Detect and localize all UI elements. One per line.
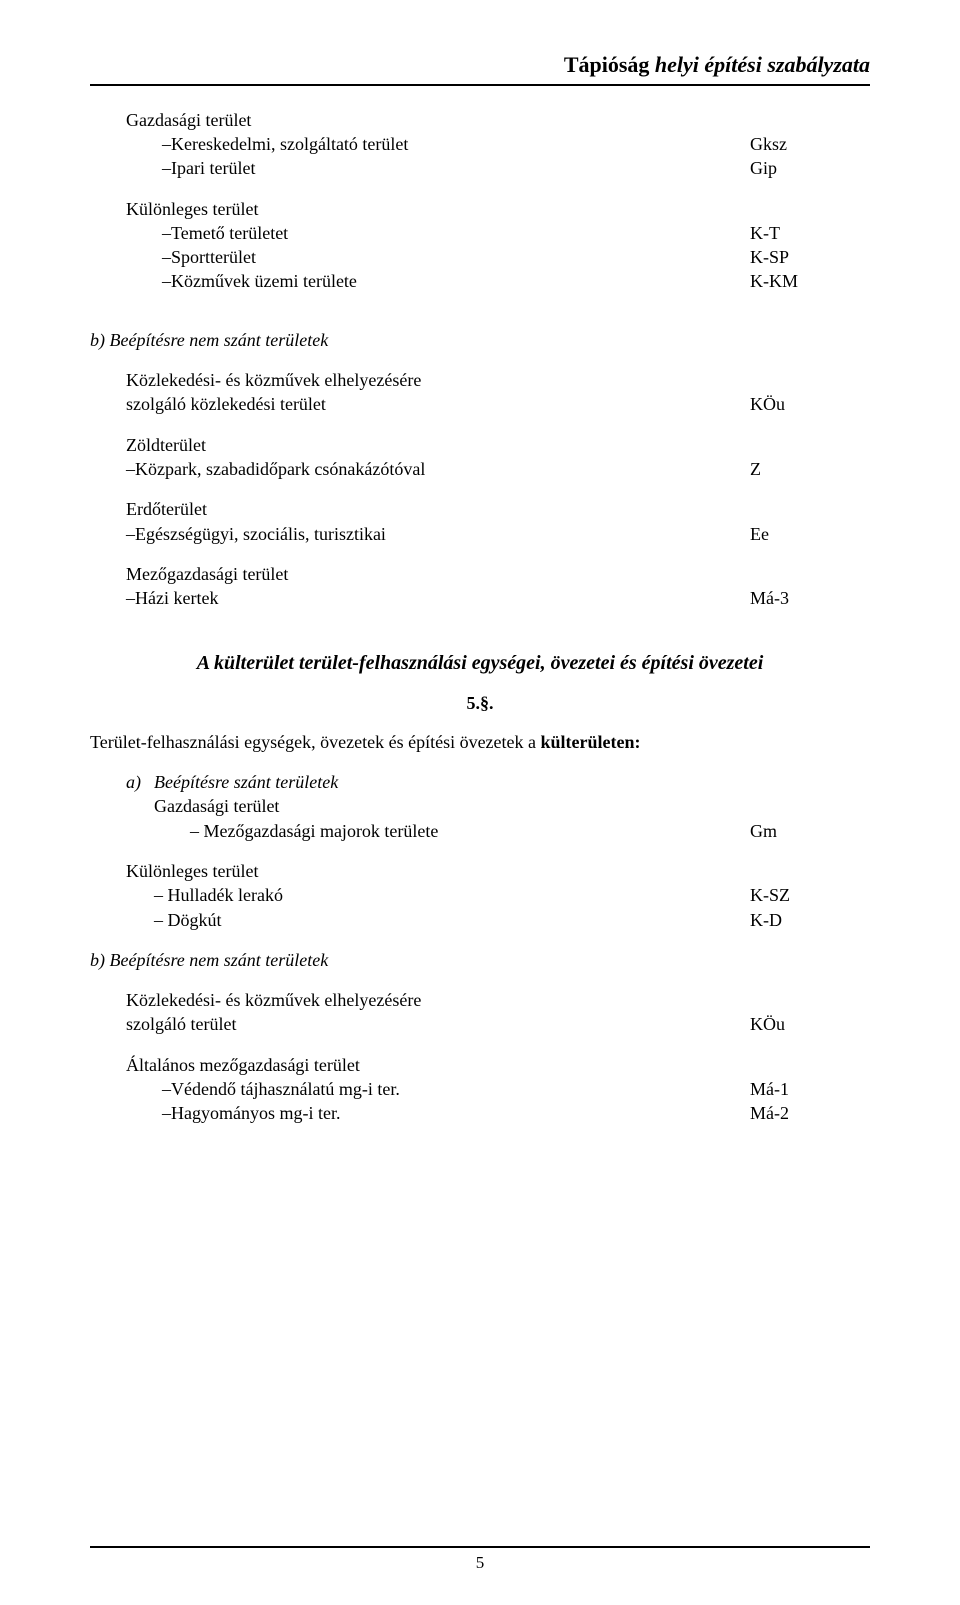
kozl-line1: Közlekedési- és közművek elhelyezésére — [90, 368, 870, 392]
list-a: a) Beépítésre szánt területek Gazdasági … — [90, 770, 870, 843]
label-dogkut: – Dögkút — [154, 908, 750, 932]
code-majorok: Gm — [750, 819, 870, 843]
code-ipari: Gip — [750, 156, 870, 180]
intro-bold: külterületen: — [541, 732, 641, 752]
label-egeszseg: –Egészségügyi, szociális, turisztikai — [126, 522, 750, 546]
row-hulladek: – Hulladék lerakó K-SZ — [90, 883, 870, 907]
row-kozmuvek: –Közművek üzemi területe K-KM — [90, 269, 870, 293]
marker-a: a) — [126, 770, 154, 794]
code-kereskedelmi: Gksz — [750, 132, 870, 156]
zold-heading: Zöldterület — [90, 433, 870, 457]
row-hagyom: –Hagyományos mg-i ter. Má-2 — [90, 1101, 870, 1125]
row-sport: –Sportterület K-SP — [90, 245, 870, 269]
label-gazd: Gazdasági terület — [154, 794, 279, 818]
code-dogkut: K-D — [750, 908, 870, 932]
code-sport: K-SP — [750, 245, 870, 269]
code-egeszseg: Ee — [750, 522, 870, 546]
list-a-gazd: Gazdasági terület — [126, 794, 870, 818]
label-vedendo: –Védendő tájhasználatú mg-i ter. — [162, 1077, 750, 1101]
code-vedendo: Má-1 — [750, 1077, 870, 1101]
code-temeto: K-T — [750, 221, 870, 245]
row-ipari: –Ipari terület Gip — [90, 156, 870, 180]
row-majorok: – Mezőgazdasági majorok területe Gm — [126, 819, 870, 843]
list-b-title: b) Beépítésre nem szánt területek — [90, 948, 870, 972]
row-kereskedelmi: –Kereskedelmi, szolgáltató terület Gksz — [90, 132, 870, 156]
footer: 5 — [90, 1546, 870, 1575]
page: Tápióság helyi építési szabályzata Gazda… — [0, 0, 960, 1605]
gazdasagi-heading: Gazdasági terület — [90, 108, 870, 132]
label-hazi: –Házi kertek — [126, 586, 750, 610]
header-rule — [90, 84, 870, 86]
kulterulet-heading: A külterület terület-felhasználási egysé… — [90, 650, 870, 677]
erdo-heading: Erdőterület — [90, 497, 870, 521]
row-kozl-b2: szolgáló terület KÖu — [90, 1012, 870, 1036]
label-temeto: –Temető területet — [162, 221, 750, 245]
label-ipari: –Ipari terület — [162, 156, 750, 180]
label-kozpark: –Közpark, szabadidőpark csónakázótóval — [126, 457, 750, 481]
row-egeszseg: –Egészségügyi, szociális, turisztikai Ee — [90, 522, 870, 546]
row-kozl2: szolgáló közlekedési terület KÖu — [90, 392, 870, 416]
label-sport: –Sportterület — [162, 245, 750, 269]
footer-rule — [90, 1546, 870, 1548]
list-a-title-row: a) Beépítésre szánt területek — [126, 770, 870, 794]
row-hazi: –Házi kertek Má-3 — [90, 586, 870, 610]
kozl-b-line1: Közlekedési- és közművek elhelyezésére — [90, 988, 870, 1012]
label-majorok: – Mezőgazdasági majorok területe — [190, 819, 750, 843]
row-temeto: –Temető területet K-T — [90, 221, 870, 245]
page-number: 5 — [90, 1552, 870, 1575]
b1-title: b) Beépítésre nem szánt területek — [90, 328, 870, 352]
row-vedendo: –Védendő tájhasználatú mg-i ter. Má-1 — [90, 1077, 870, 1101]
label-hulladek: – Hulladék lerakó — [154, 883, 750, 907]
code-hulladek: K-SZ — [750, 883, 870, 907]
label-kereskedelmi: –Kereskedelmi, szolgáltató terület — [162, 132, 750, 156]
kulterulet-number: 5.§. — [90, 691, 870, 715]
label-kozl-b2: szolgáló terület — [126, 1012, 750, 1036]
kulonleges-heading: Különleges terület — [90, 197, 870, 221]
mezo-heading: Mezőgazdasági terület — [90, 562, 870, 586]
label-kozmuvek: –Közművek üzemi területe — [162, 269, 750, 293]
code-kozmuvek: K-KM — [750, 269, 870, 293]
code-kozl2: KÖu — [750, 392, 870, 416]
row-dogkut: – Dögkút K-D — [90, 908, 870, 932]
list-a-title: Beépítésre szánt területek — [154, 770, 338, 794]
label-kozl2: szolgáló közlekedési terület — [126, 392, 750, 416]
code-kozl-b2: KÖu — [750, 1012, 870, 1036]
altmezo-heading: Általános mezőgazdasági terület — [90, 1053, 870, 1077]
header-prefix: Tápióság — [564, 52, 655, 77]
intro-prefix: Terület-felhasználási egységek, övezetek… — [90, 732, 541, 752]
label-hagyom: –Hagyományos mg-i ter. — [162, 1101, 750, 1125]
code-hazi: Má-3 — [750, 586, 870, 610]
kulonleges2-heading: Különleges terület — [90, 859, 870, 883]
code-kozpark: Z — [750, 457, 870, 481]
kulterulet-intro: Terület-felhasználási egységek, övezetek… — [90, 730, 870, 754]
row-kozpark: –Közpark, szabadidőpark csónakázótóval Z — [90, 457, 870, 481]
header-suffix: helyi építési szabályzata — [655, 52, 870, 77]
code-hagyom: Má-2 — [750, 1101, 870, 1125]
header-title: Tápióság helyi építési szabályzata — [90, 50, 870, 80]
